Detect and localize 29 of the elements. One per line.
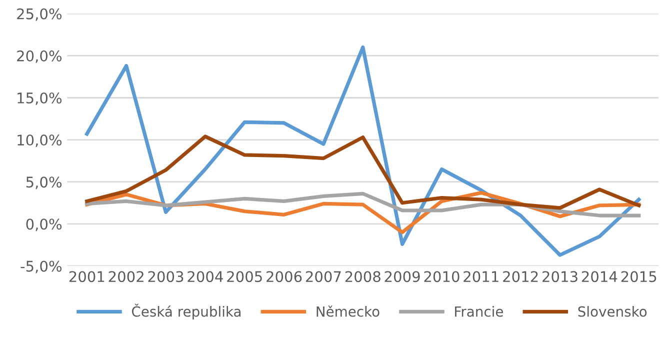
legend-label: Slovensko [578,306,647,317]
y-tick-label: 20,0% [17,50,62,63]
y-tick-label: 0,0% [26,218,62,232]
x-tick-label: 2009 [384,271,420,282]
x-tick-label: 2008 [345,271,380,282]
x-tick-label: 2003 [148,271,184,282]
x-tick-label: 2006 [266,271,302,282]
x-tick-label: 2013 [542,271,578,282]
line-series [85,192,641,218]
legend-label: Česká republika [132,304,241,320]
x-tick-label: 2001 [69,271,104,282]
x-tick-label: 2007 [306,271,341,282]
y-tick-label: -5,0% [20,260,62,274]
y-tick-label: 25,0% [17,8,62,21]
legend-label: Německo [316,305,380,317]
line-series [85,45,641,257]
x-tick-label: 2004 [188,271,223,282]
x-tick-label: 2010 [424,271,460,282]
x-tick-label: 2005 [227,271,262,282]
y-tick-label: 15,0% [18,92,62,105]
legend-label: Francie [455,306,503,317]
x-tick-label: 2011 [464,271,498,282]
x-tick-label: 2002 [108,271,144,282]
y-tick-label: 10,0% [18,134,62,148]
x-tick-label: 2012 [503,271,538,282]
x-tick-label: 2014 [582,271,618,282]
x-tick-label: 2015 [621,271,656,282]
y-tick-label: 5,0% [26,176,62,190]
line-series [85,134,641,210]
